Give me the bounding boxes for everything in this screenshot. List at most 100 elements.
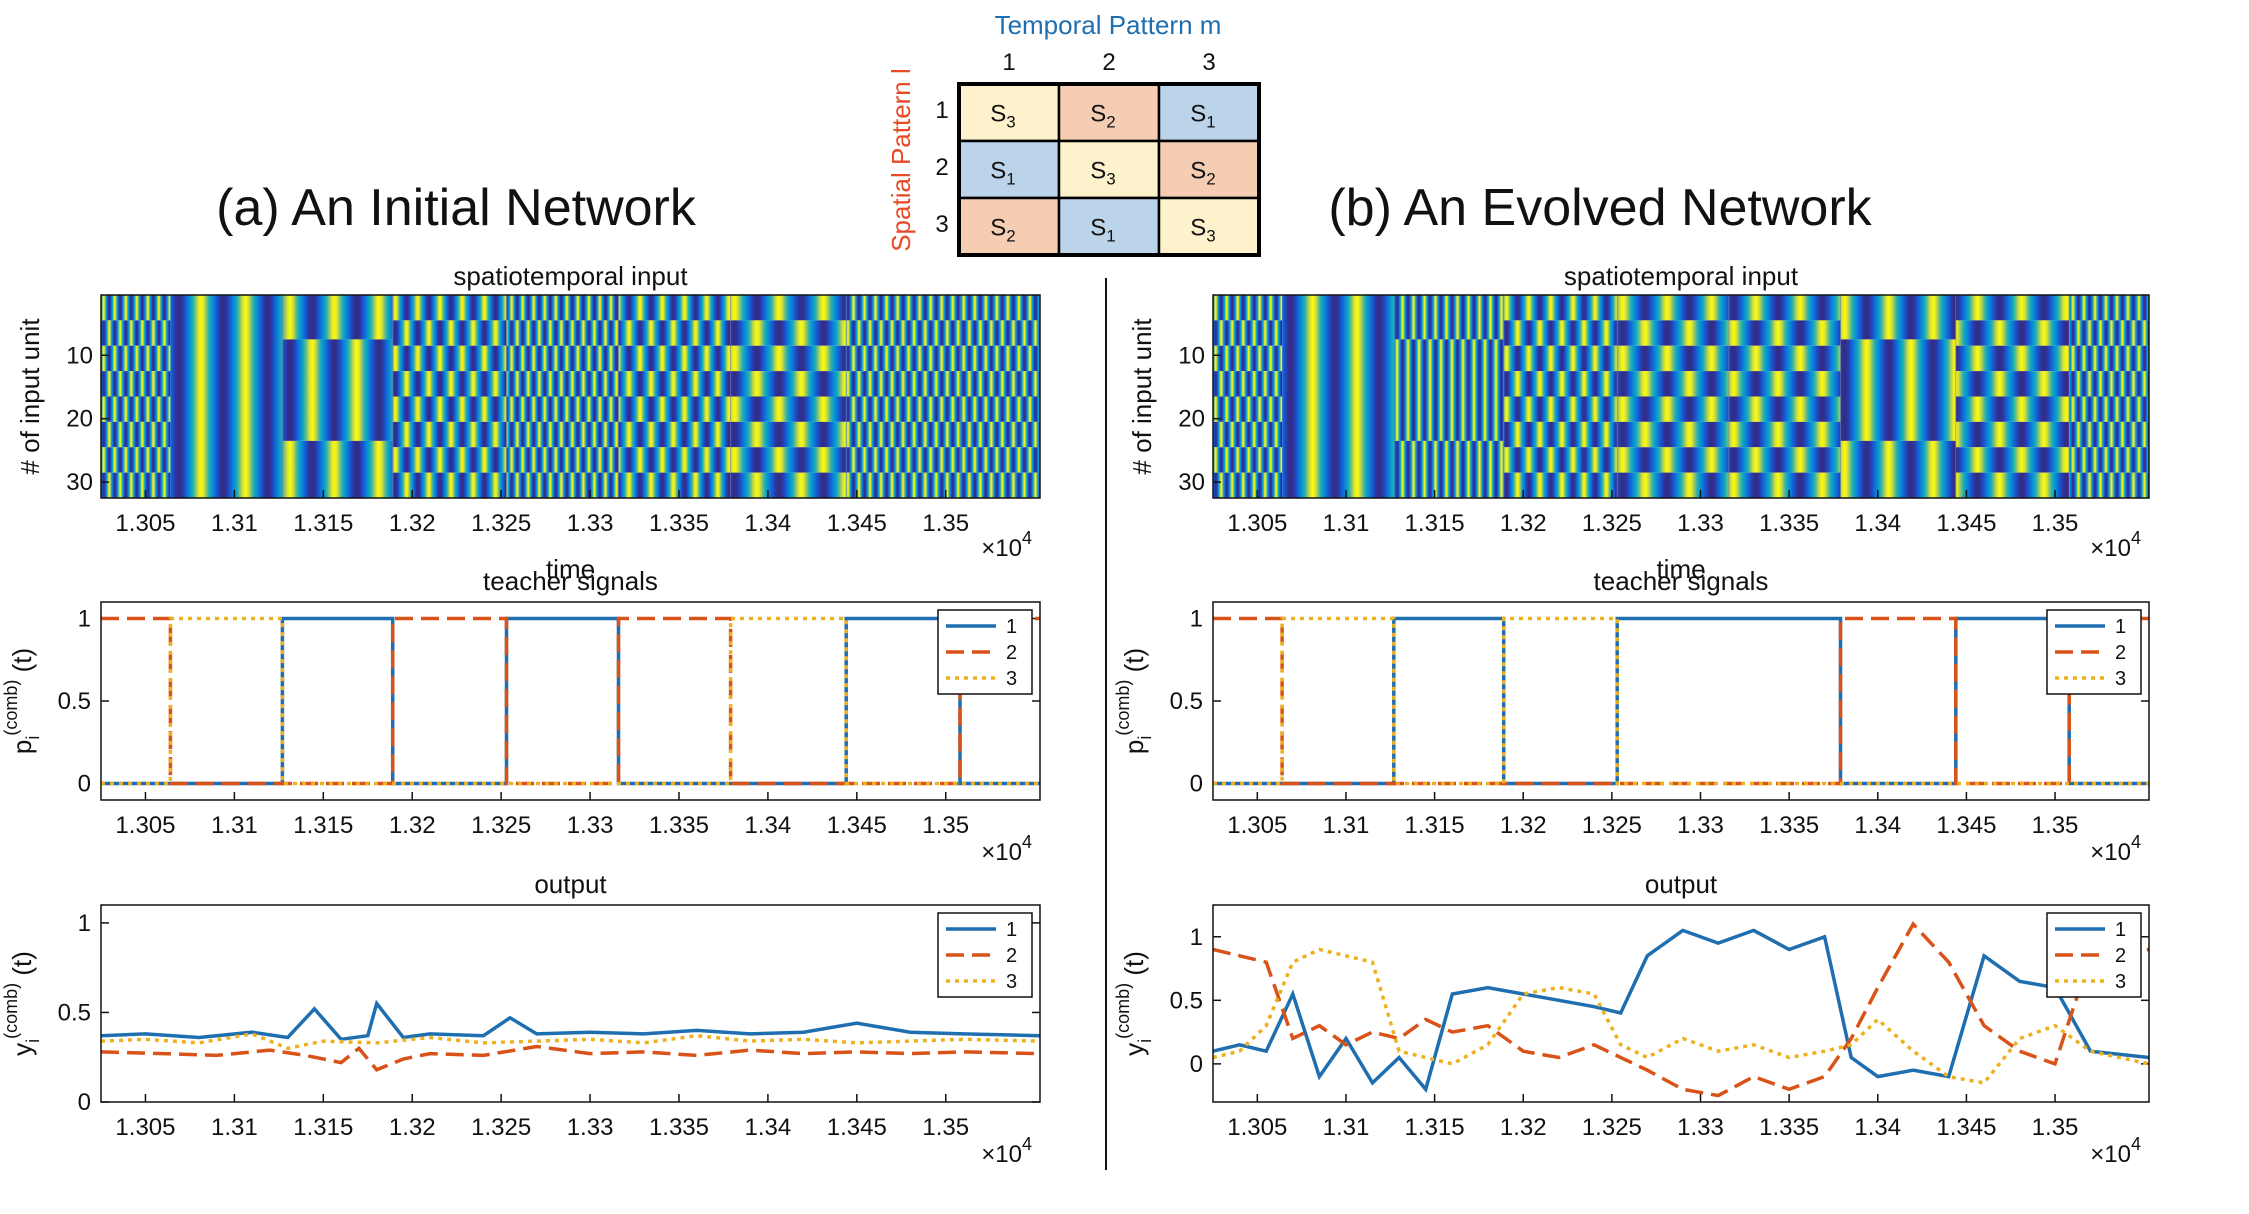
heatmap-segment <box>959 295 1040 321</box>
panel-a-title: (a) An Initial Network <box>216 179 697 237</box>
y-tick-label: 0 <box>1190 771 1203 798</box>
x-tick-label: 1.345 <box>1936 510 1996 537</box>
x-tick-label: 1.33 <box>1677 1114 1724 1141</box>
heatmap-segment <box>1617 371 1729 397</box>
heatmap-segment <box>618 371 731 397</box>
x-tick-label: 1.305 <box>1227 812 1287 839</box>
heatmap-segment <box>1955 320 2070 346</box>
plot-frame <box>1212 601 2150 801</box>
heatmap-segment <box>101 320 171 346</box>
matrix-col-header: 3 <box>1202 49 1215 76</box>
heatmap-segment <box>392 320 507 346</box>
x-exponent: ×104 <box>2090 1134 2141 1168</box>
y-tick-label: 0.5 <box>58 688 91 715</box>
heatmap-segment <box>846 421 960 448</box>
y-tick-label: 20 <box>1178 406 1205 433</box>
x-tick-label: 1.315 <box>1405 510 1465 537</box>
x-tick-label: 1.34 <box>1854 812 1901 839</box>
heatmap-segment <box>846 371 960 397</box>
heatmap-segment <box>392 472 507 498</box>
heatmap-segment <box>2069 472 2149 498</box>
series-line-1 <box>1213 616 2149 786</box>
heatmap-segment <box>392 396 507 422</box>
heatmap-segment <box>1617 320 1729 346</box>
heatmap-segment <box>1728 421 1841 448</box>
heatmap-segment <box>2069 345 2149 372</box>
matrix-border <box>957 82 1261 257</box>
legend-label: 3 <box>1006 971 1017 993</box>
chart-title: spatiotemporal input <box>1564 261 1799 291</box>
heatmap-segment <box>1393 339 1504 441</box>
heatmap-segment <box>506 320 619 346</box>
x-tick-label: 1.31 <box>211 510 258 537</box>
x-tick-label: 1.34 <box>1854 1114 1901 1141</box>
heatmap-segment <box>1213 295 1283 321</box>
y-tick-label: 0 <box>78 771 91 798</box>
matrix-row-header: 2 <box>935 154 948 181</box>
heatmap-segment <box>1840 440 1956 498</box>
heatmap-segment <box>730 421 847 448</box>
x-tick-label: 1.335 <box>1759 510 1819 537</box>
heatmap-segment <box>1503 320 1618 346</box>
x-tick-label: 1.345 <box>827 812 887 839</box>
x-tick-label: 1.325 <box>471 1114 531 1141</box>
heatmap-segment <box>506 447 619 473</box>
heatmap-segment <box>618 320 731 346</box>
series-line-2 <box>1213 921 2149 1098</box>
heatmap-segment <box>1728 447 1841 473</box>
heatmap-segment <box>1617 295 1729 321</box>
heatmap-segment <box>506 421 619 448</box>
legend-label: 2 <box>2115 642 2126 664</box>
x-tick-label: 1.35 <box>2032 812 2079 839</box>
heatmap-segment <box>959 371 1040 397</box>
y-tick-label: 0.5 <box>58 999 91 1026</box>
chart-title: teacher signals <box>483 566 658 596</box>
legend-label: 2 <box>2115 945 2126 967</box>
y-tick-label: 0 <box>1190 1051 1203 1078</box>
legend-label: 3 <box>2115 668 2126 690</box>
legend-label: 1 <box>1006 919 1017 941</box>
x-tick-label: 1.32 <box>1500 510 1547 537</box>
matrix-cell <box>1157 82 1261 143</box>
heatmap-segment <box>1213 447 1283 473</box>
heatmap-segment <box>730 396 847 422</box>
heatmap-segment <box>1503 396 1618 422</box>
heatmap-segment <box>392 371 507 397</box>
matrix-cell <box>1157 139 1261 200</box>
legend-label: 1 <box>2115 919 2126 941</box>
chart-a-output: 0 0.5 1 yi(comb) (t) 1 2 3 1.305 1.31 1.315 1.32 1.… <box>1 869 1041 1168</box>
heatmap-segment <box>1955 421 2070 448</box>
legend-label: 1 <box>2115 616 2126 638</box>
x-tick-label: 1.325 <box>471 510 531 537</box>
legend: 1 2 3 <box>937 609 1033 695</box>
matrix-col-headers: 1 2 3 <box>1002 49 1215 76</box>
heatmap-segment <box>618 421 731 448</box>
heatmap-segment <box>392 295 507 321</box>
x-axis-label: time <box>1656 554 1705 584</box>
heatmap-segment <box>101 421 171 448</box>
legend: 1 2 3 <box>2046 912 2142 998</box>
y-tick-label: 10 <box>1178 342 1205 369</box>
chart-a-teacher: 0 0.5 1 pi(comb) (t) 1 2 3 1.305 1.31 1.315 1.32 1.… <box>1 566 1041 866</box>
y-tick-label: 1 <box>78 606 91 633</box>
y-tick-label: 10 <box>66 342 93 369</box>
y-axis-label: yi(comb) (t) <box>1 951 43 1056</box>
x-tick-label: 1.32 <box>389 1114 436 1141</box>
plot-frame <box>100 601 1041 801</box>
heatmap-segment <box>1955 396 2070 422</box>
x-exponent: ×104 <box>2090 832 2141 866</box>
series-group <box>101 999 1040 1072</box>
heatmap-segment <box>101 295 171 321</box>
y-tick-label: 1 <box>1190 924 1203 951</box>
chart-title: spatiotemporal input <box>453 261 688 291</box>
x-tick-label: 1.34 <box>745 510 792 537</box>
x-tick-label: 1.335 <box>649 812 709 839</box>
heatmap-segment <box>618 295 731 321</box>
matrix-side-label: Spatial Pattern l <box>886 68 916 252</box>
heatmap-segment <box>506 472 619 498</box>
x-tick-label: 1.31 <box>211 1114 258 1141</box>
heatmap-segment <box>730 371 847 397</box>
heatmap-segment <box>1728 371 1841 397</box>
series-line-1 <box>101 999 1040 1042</box>
